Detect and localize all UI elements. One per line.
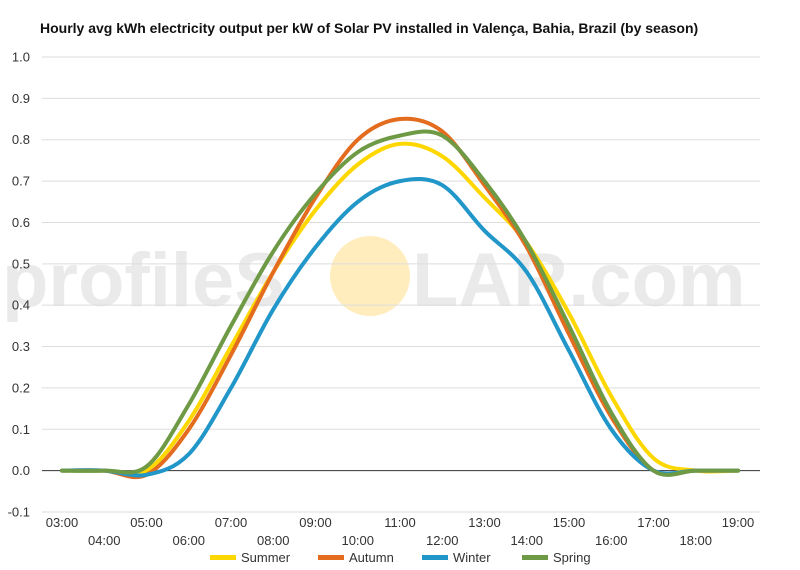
x-tick-label: 14:00	[510, 533, 543, 548]
series-lines	[60, 116, 740, 480]
x-tick-label: 15:00	[553, 515, 586, 530]
x-tick-label: 05:00	[130, 515, 163, 530]
legend-label-autumn: Autumn	[349, 550, 394, 565]
y-tick-label: 0.3	[12, 339, 30, 354]
legend-swatch-autumn	[318, 555, 344, 560]
y-tick-label: 0.5	[12, 256, 30, 271]
legend-swatch-winter	[422, 555, 448, 560]
y-tick-label: 0.7	[12, 174, 30, 189]
x-tick-label: 19:00	[722, 515, 755, 530]
x-tick-label: 18:00	[679, 533, 712, 548]
x-tick-label: 17:00	[637, 515, 670, 530]
y-tick-label: 0.1	[12, 422, 30, 437]
y-tick-label: 0.4	[12, 298, 30, 313]
x-tick-label: 08:00	[257, 533, 290, 548]
x-tick-label: 16:00	[595, 533, 628, 548]
y-axis-ticks: -0.1 0.0 0.1 0.2 0.3 0.4 0.5 0.6 0.7 0.8 0.9 1.0	[8, 50, 30, 520]
x-tick-label: 11:00	[384, 515, 416, 530]
x-axis-ticks: 03:00 04:00 05:00 06:00 07:00 08:00 09:00 10:00…	[46, 515, 755, 548]
series-line-summer	[60, 141, 740, 477]
y-tick-label: 0.9	[12, 91, 30, 106]
legend-label-summer: Summer	[241, 550, 291, 565]
watermark-left: profileS	[2, 238, 285, 323]
watermark: profileS LAR.com	[2, 236, 746, 323]
x-tick-label: 07:00	[215, 515, 248, 530]
legend-swatch-spring	[522, 555, 548, 560]
y-tick-label: 1.0	[12, 50, 30, 65]
series-line-spring	[60, 129, 740, 477]
x-tick-label: 10:00	[341, 533, 374, 548]
legend: Summer Autumn Winter Spring	[210, 550, 591, 565]
series-line-winter	[60, 177, 740, 478]
watermark-right: LAR.com	[412, 238, 746, 323]
x-tick-label: 13:00	[468, 515, 501, 530]
legend-label-winter: Winter	[453, 550, 491, 565]
y-tick-label: 0.2	[12, 380, 30, 395]
x-tick-label: 12:00	[426, 533, 459, 548]
x-tick-label: 06:00	[172, 533, 205, 548]
x-tick-label: 03:00	[46, 515, 79, 530]
y-tick-label: 0.0	[12, 463, 30, 478]
legend-label-spring: Spring	[553, 550, 591, 565]
watermark-sun	[330, 236, 410, 316]
x-tick-label: 09:00	[299, 515, 332, 530]
y-tick-label: 0.6	[12, 215, 30, 230]
chart-title: Hourly avg kWh electricity output per kW…	[40, 20, 698, 36]
legend-swatch-summer	[210, 555, 236, 560]
x-tick-label: 04:00	[88, 533, 121, 548]
y-tick-label: 0.8	[12, 132, 30, 147]
y-tick-label: -0.1	[8, 505, 30, 520]
